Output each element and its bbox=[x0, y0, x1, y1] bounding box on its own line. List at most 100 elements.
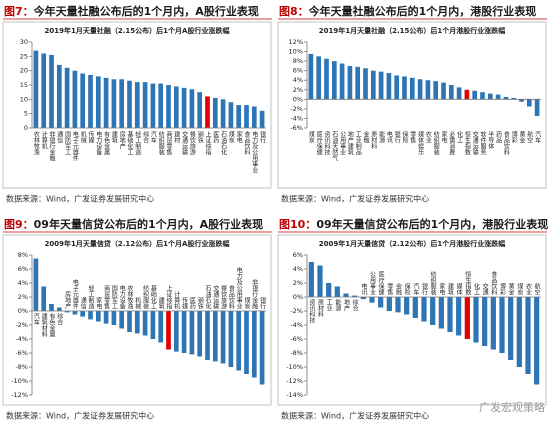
x-tick-label: 食品饮料 bbox=[243, 130, 250, 156]
bar bbox=[228, 311, 234, 367]
bar bbox=[72, 311, 78, 315]
y-tick-label: 6% bbox=[293, 67, 303, 75]
x-tick-label: 医药 bbox=[188, 297, 195, 310]
source-note: 数据来源：Wind，广发证券发展研究中心 bbox=[6, 194, 154, 204]
x-tick-label: 公用事业 bbox=[369, 271, 376, 295]
bar bbox=[456, 87, 462, 100]
bar bbox=[150, 83, 156, 128]
x-tick-label: 机械 bbox=[79, 130, 86, 144]
x-tick-label: 媒体娱乐 bbox=[417, 130, 424, 155]
x-tick-label: 电力设备 bbox=[118, 284, 125, 310]
x-tick-label: 航空 bbox=[533, 282, 540, 295]
bar bbox=[487, 93, 493, 100]
y-tick-label: 2% bbox=[293, 86, 303, 94]
y-tick-label: 0 bbox=[24, 124, 28, 132]
x-tick-label: 零售 bbox=[409, 131, 416, 144]
bar bbox=[173, 86, 179, 128]
x-tick-label: 黄金 bbox=[518, 130, 525, 143]
bar bbox=[33, 50, 39, 128]
panel-header: 图7：今年天量社融公布后的1个月内，A股行业表现 bbox=[4, 4, 259, 18]
bar bbox=[158, 311, 164, 343]
header-text: 今年天量社融公布后的1个月内，港股行业表现 bbox=[308, 4, 537, 18]
x-tick-label: 综合 bbox=[351, 298, 358, 312]
bar bbox=[88, 74, 93, 128]
x-tick-label: 餐饮旅游 bbox=[220, 284, 227, 310]
bar bbox=[80, 73, 86, 128]
x-tick-label: 交通运输 bbox=[471, 130, 478, 156]
x-tick-label: 计算机 bbox=[40, 130, 47, 150]
x-tick-label: 博彩 bbox=[510, 130, 517, 144]
x-tick-label: 有色金属 bbox=[103, 130, 110, 156]
bar bbox=[142, 82, 148, 128]
x-tick-label: 农业 bbox=[525, 282, 532, 295]
bar bbox=[516, 297, 522, 367]
x-tick-label: 农林牧渔 bbox=[126, 284, 133, 310]
bar bbox=[197, 92, 203, 128]
bar bbox=[111, 79, 117, 128]
bar bbox=[150, 311, 156, 339]
x-tick-label: 纺织服装 bbox=[429, 270, 436, 296]
bar bbox=[417, 79, 423, 100]
x-tick-label: 恒生指数 bbox=[464, 270, 471, 296]
bar bbox=[386, 297, 392, 311]
bar bbox=[317, 265, 323, 297]
bar bbox=[402, 76, 407, 100]
x-tick-label: 公用事业 bbox=[339, 131, 346, 155]
x-tick-label: 基础化工 bbox=[126, 130, 133, 155]
bar bbox=[441, 82, 446, 100]
bar bbox=[228, 102, 234, 128]
y-tick-label: -12% bbox=[11, 391, 28, 399]
y-tick-label: 4% bbox=[293, 76, 303, 84]
bar bbox=[447, 297, 453, 332]
x-tick-label: 煤炭 bbox=[227, 130, 234, 144]
x-tick-label: 餐饮旅游 bbox=[188, 130, 195, 156]
y-tick-label: -4% bbox=[15, 335, 28, 343]
y-tick-label: 15 bbox=[20, 81, 28, 89]
x-tick-label: 药品 bbox=[495, 130, 502, 144]
bar bbox=[369, 297, 375, 303]
bar bbox=[49, 304, 54, 311]
bar bbox=[197, 311, 203, 357]
bar bbox=[519, 99, 524, 102]
x-tick-label: 食品饮料 bbox=[227, 284, 234, 310]
bar bbox=[534, 99, 540, 117]
bar bbox=[95, 76, 101, 128]
x-tick-label: 医疗保健 bbox=[315, 131, 322, 156]
y-tick-label: -8% bbox=[290, 349, 303, 357]
x-tick-label: 非银行金融 bbox=[251, 278, 258, 310]
bar bbox=[251, 311, 257, 378]
x-tick-label: 房地产 bbox=[64, 290, 71, 310]
panel-header: 图10：09年天量信贷公布后的1个月内，港股行业表现 bbox=[279, 217, 548, 231]
x-tick-label: 建筑 bbox=[110, 130, 117, 144]
figure-label: 图7： bbox=[4, 5, 34, 18]
x-tick-label: 纺织服装 bbox=[142, 284, 149, 310]
x-tick-label: 银行 bbox=[393, 130, 400, 144]
panel-header: 图8：今年天量社融公布后的1个月内，港股行业表现 bbox=[279, 4, 536, 18]
panel: 图10：09年天量信贷公布后的1个月内，港股行业表现 2009年1月天量信贷（2.… bbox=[277, 217, 548, 421]
x-tick-label: 综合 bbox=[142, 130, 149, 144]
x-tick-label: 电子元器件 bbox=[71, 130, 78, 162]
x-tick-label: 煤炭 bbox=[307, 130, 314, 144]
x-tick-label: 房地产 bbox=[118, 130, 125, 150]
bar bbox=[394, 75, 400, 100]
bar bbox=[56, 307, 62, 311]
x-tick-label: 交通运输 bbox=[181, 130, 188, 156]
y-tick-label: -10% bbox=[286, 363, 303, 371]
x-tick-label: 工业 bbox=[325, 299, 332, 311]
y-tick-label: 4% bbox=[293, 265, 303, 273]
y-tick-label: 6% bbox=[18, 265, 28, 273]
bar bbox=[72, 70, 78, 128]
x-tick-label: 家电 bbox=[440, 130, 447, 143]
source-note: 数据来源：Wind，广发证券发展研究中心 bbox=[6, 411, 154, 421]
figure-label: 图10： bbox=[279, 218, 316, 231]
x-tick-label: 媒体 bbox=[455, 282, 462, 296]
panel: 图7：今年天量社融公布后的1个月内，A股行业表现 2019年1月天量社融（2.15… bbox=[2, 4, 272, 204]
x-tick-label: 通信 bbox=[56, 130, 63, 144]
x-tick-label: 恒生指数 bbox=[463, 130, 470, 156]
x-tick-label: 食品饮料 bbox=[502, 130, 509, 156]
y-tick-label: 8% bbox=[293, 57, 303, 65]
y-tick-label: 6% bbox=[293, 251, 303, 259]
bar bbox=[499, 297, 505, 353]
x-tick-label: 石油天然气 bbox=[331, 131, 338, 161]
x-tick-label: 农业 bbox=[424, 130, 431, 143]
